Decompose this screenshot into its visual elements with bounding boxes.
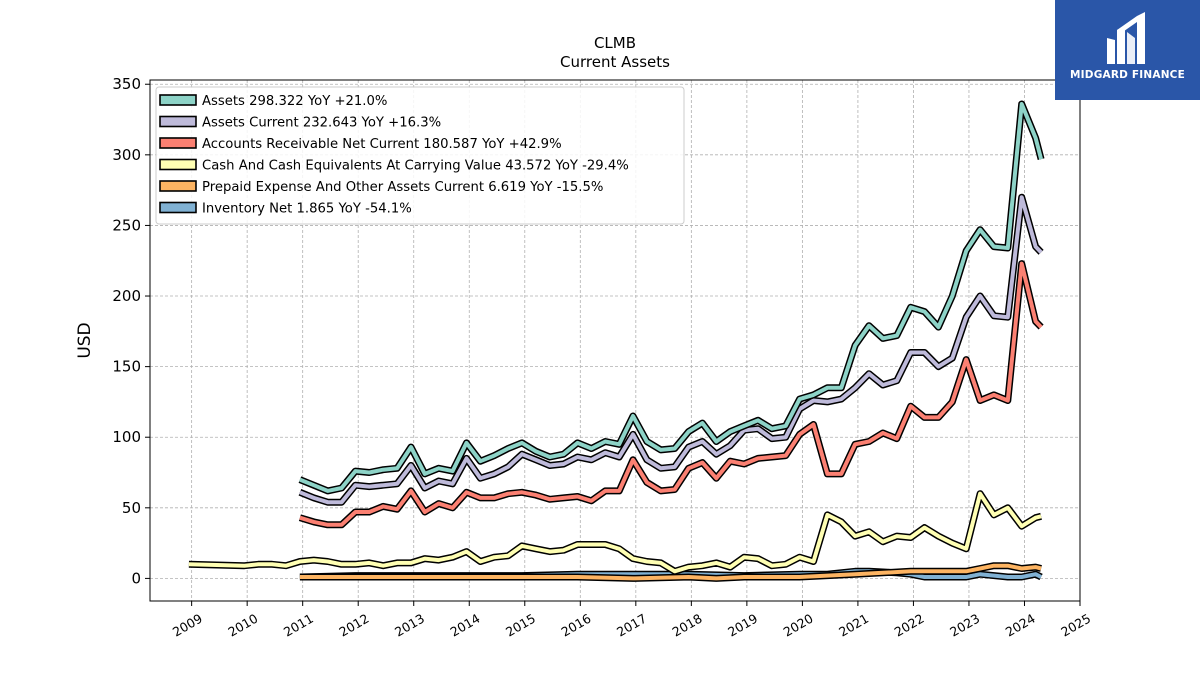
x-tick-label: 2025	[1058, 611, 1093, 640]
brand-logo: MIDGARD FINANCE	[1055, 0, 1200, 100]
series-line-prepaid-expense-and-other-assets-current	[299, 563, 1042, 581]
legend-swatch	[159, 201, 197, 214]
x-tick-label: 2017	[614, 611, 649, 640]
x-tick-label: 2022	[892, 611, 927, 640]
x-tick-label: 2013	[392, 611, 427, 640]
series-lines	[188, 100, 1045, 582]
legend-entry: Cash And Cash Equivalents At Carrying Va…	[202, 159, 629, 174]
y-tick-label: 0	[131, 569, 141, 587]
x-tick-label: 2012	[336, 611, 371, 640]
series-line-accounts-receivable-net-current	[299, 261, 1043, 527]
legend-entry: Prepaid Expense And Other Assets Current…	[202, 180, 603, 195]
y-tick-label: 50	[122, 499, 141, 517]
x-tick-label: 2024	[1003, 611, 1038, 640]
x-tick-label: 2018	[670, 611, 705, 640]
legend-box	[155, 86, 685, 225]
x-tick-label: 2009	[170, 611, 205, 640]
y-axis-label: USD	[75, 322, 95, 358]
y-tick-label: 100	[112, 428, 141, 446]
x-tick-label: 2014	[447, 611, 482, 640]
x-tick-label: 2019	[725, 611, 760, 640]
legend-entry: Inventory Net 1.865 YoY -54.1%	[202, 202, 412, 217]
y-tick-label: 200	[112, 287, 141, 305]
y-tick-label: 250	[112, 216, 141, 234]
midgard-m-logo-icon	[1107, 12, 1145, 64]
chart-subtitle: Current Assets	[560, 53, 670, 71]
series-line-cash-and-cash-equivalents-at-carrying-value	[188, 491, 1042, 574]
series-line-assets	[299, 102, 1044, 493]
plot-frame	[149, 79, 1081, 602]
x-tick-label: 2010	[225, 611, 260, 640]
x-tick-label: 2016	[559, 611, 594, 640]
x-tick-label: 2020	[781, 611, 816, 640]
legend-swatch	[159, 180, 197, 192]
x-tick-label: 2021	[836, 611, 871, 640]
brand-name: MIDGARD FINANCE	[1070, 69, 1185, 81]
legend-entry: Assets Current 232.643 YoY +16.3%	[202, 116, 441, 131]
legend-swatch	[159, 137, 197, 149]
series-outline-assets-current	[298, 193, 1044, 506]
y-tick-label: 150	[112, 358, 141, 376]
legend-entry: Assets 298.322 YoY +21.0%	[202, 94, 387, 109]
x-tick-label: 2011	[281, 611, 316, 640]
x-tick-label: 2023	[947, 611, 982, 640]
legend-swatch	[159, 115, 197, 128]
legend-entry: Accounts Receivable Net Current 180.587 …	[202, 137, 562, 152]
legend-swatch	[159, 158, 197, 171]
y-tick-label: 300	[112, 146, 141, 164]
series-outline-accounts-receivable-net-current	[298, 260, 1044, 529]
series-line-assets-current	[299, 195, 1043, 505]
x-tick-label: 2015	[503, 611, 538, 640]
y-tick-label: 350	[112, 75, 141, 93]
chart-title: CLMB	[594, 34, 636, 52]
legend-swatch	[159, 94, 197, 106]
legend: Assets 298.322 YoY +21.0% Assets Current …	[155, 86, 685, 225]
